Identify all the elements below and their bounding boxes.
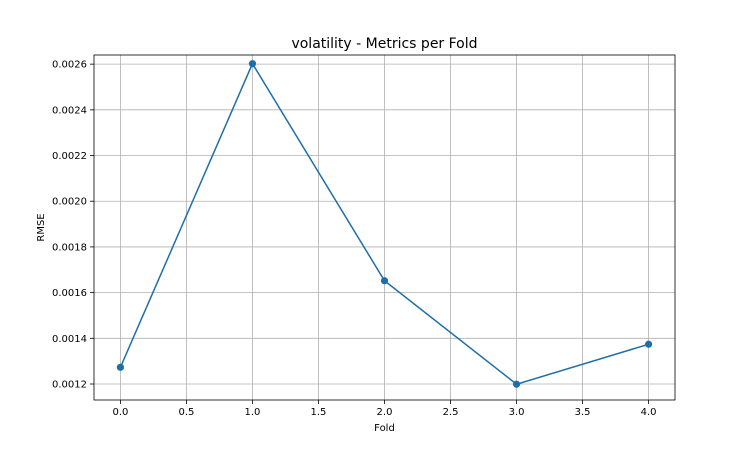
y-tick-label: 0.0026 <box>52 60 87 71</box>
y-tick-label: 0.0016 <box>52 288 87 299</box>
y-tick-label: 0.0024 <box>52 105 87 116</box>
y-tick-label: 0.0018 <box>52 242 87 253</box>
y-tick-label: 0.0020 <box>52 197 87 208</box>
y-axis-label: RMSE <box>36 213 47 241</box>
x-tick-label: 0.5 <box>178 407 194 418</box>
grid-lines <box>94 55 675 400</box>
x-tick-label: 2.0 <box>377 407 393 418</box>
x-tick-label: 4.0 <box>641 407 657 418</box>
x-tick-label: 2.5 <box>443 407 459 418</box>
x-axis-label: Fold <box>374 423 395 434</box>
y-tick-label: 0.0014 <box>52 334 87 345</box>
y-tick-label: 0.0012 <box>52 380 87 391</box>
data-point <box>512 380 521 388</box>
series-layer <box>116 60 653 388</box>
data-point <box>380 277 389 285</box>
x-tick-label: 0.0 <box>112 407 128 418</box>
x-tick-label: 3.0 <box>509 407 525 418</box>
axis-ticks: 0.0 0.5 1.0 1.5 2.0 2.5 3.0 3.5 4.0 0.0012 0.0014 0… <box>52 60 657 418</box>
x-tick-label: 1.5 <box>311 407 327 418</box>
y-tick-label: 0.0022 <box>52 151 87 162</box>
data-point <box>116 363 125 371</box>
data-point <box>644 340 653 348</box>
x-tick-label: 3.5 <box>575 407 591 418</box>
chart-title: volatility - Metrics per Fold <box>291 36 477 52</box>
x-tick-label: 1.0 <box>245 407 261 418</box>
data-point <box>248 60 257 68</box>
